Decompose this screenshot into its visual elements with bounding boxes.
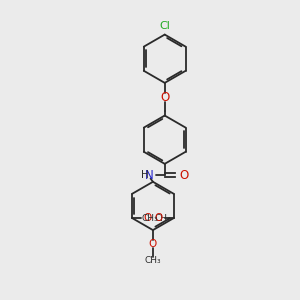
Text: O: O — [154, 213, 162, 223]
Text: N: N — [145, 169, 154, 182]
Text: O: O — [160, 91, 169, 104]
Text: O: O — [144, 213, 152, 223]
Text: CH₃: CH₃ — [155, 214, 171, 223]
Text: CH₃: CH₃ — [145, 256, 161, 265]
Text: H: H — [141, 170, 148, 180]
Text: Cl: Cl — [159, 21, 170, 31]
Text: O: O — [179, 169, 189, 182]
Text: CH₃: CH₃ — [142, 214, 158, 223]
Text: O: O — [149, 239, 157, 249]
